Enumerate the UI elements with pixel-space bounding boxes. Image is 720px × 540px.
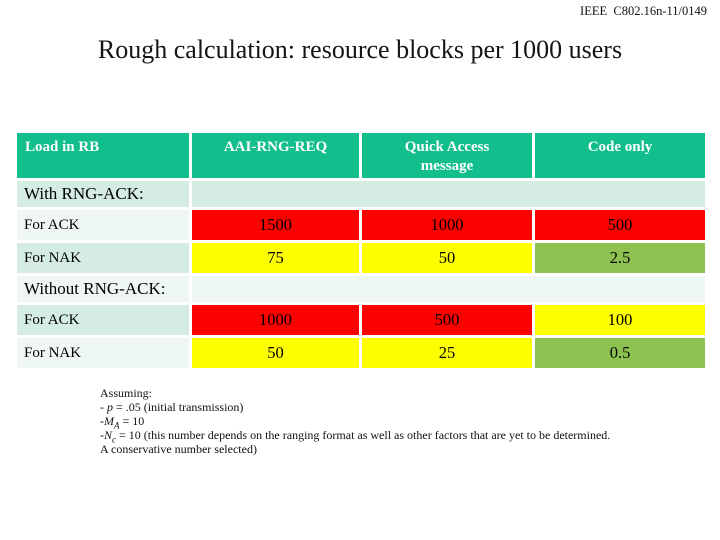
value-with-nak-quick-access: 50 [362, 243, 532, 273]
section-label-with-rng-ack: With RNG-ACK: [17, 181, 189, 207]
value-without-ack-aai-rng-req: 1000 [192, 305, 359, 335]
value-without-nak-code-only: 0.5 [535, 338, 705, 368]
resource-blocks-table: Load in RB AAI-RNG-REQ Quick Access mess… [17, 133, 705, 368]
document-reference: IEEE C802.16n-11/0149 [580, 4, 707, 18]
page-title: Rough calculation: resource blocks per 1… [97, 35, 623, 64]
section-spacer-without-rng-ack [192, 276, 705, 302]
col-header-code-only: Code only [535, 133, 705, 178]
section-label-without-rng-ack: Without RNG-ACK: [17, 276, 189, 302]
col-header-quick-access-message: Quick Access message [362, 133, 532, 178]
note-line-p: - p = .05 (initial transmission) [100, 400, 244, 414]
row-label-without-nak: For NAK [17, 338, 189, 368]
row-label-with-nak: For NAK [17, 243, 189, 273]
value-with-nak-code-only: 2.5 [535, 243, 705, 273]
value-without-nak-quick-access: 25 [362, 338, 532, 368]
notes-heading: Assuming: [100, 386, 153, 400]
value-with-ack-code-only: 500 [535, 210, 705, 240]
value-without-ack-code-only: 100 [535, 305, 705, 335]
value-with-ack-quick-access: 1000 [362, 210, 532, 240]
value-with-ack-aai-rng-req: 1500 [192, 210, 359, 240]
row-label-with-ack: For ACK [17, 210, 189, 240]
section-spacer-with-rng-ack [192, 181, 705, 207]
col-header-aai-rng-req: AAI-RNG-REQ [192, 133, 359, 178]
value-without-ack-quick-access: 500 [362, 305, 532, 335]
note-line-conservative: A conservative number selected) [100, 442, 257, 456]
row-label-without-ack: For ACK [17, 305, 189, 335]
note-line-nc: -Nc = 10 (this number depends on the ran… [100, 428, 611, 445]
value-with-nak-aai-rng-req: 75 [192, 243, 359, 273]
assumptions-notes: Assuming: - p = .05 (initial transmissio… [100, 386, 610, 456]
col-header-load-in-rb: Load in RB [17, 133, 189, 178]
note-line-ma: -MA = 10 [100, 414, 145, 431]
value-without-nak-aai-rng-req: 50 [192, 338, 359, 368]
